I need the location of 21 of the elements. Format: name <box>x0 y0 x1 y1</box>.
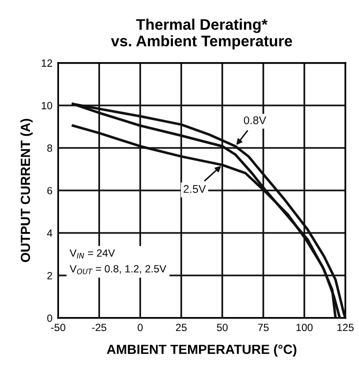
x-tick-label: -50 <box>51 324 66 332</box>
text: 0.8V <box>244 116 266 124</box>
x-axis-title: AMBIENT TEMPERATURE (°C) <box>106 344 296 357</box>
x-tick-label: 100 <box>296 324 313 332</box>
x-tick-label: -25 <box>92 324 106 332</box>
y-tick-label: 4 <box>47 230 52 237</box>
y-tick-label: 0 <box>47 314 52 322</box>
x-tick-label: 25 <box>176 324 187 332</box>
y-axis-title: OUTPUT CURRENT (A) <box>20 118 33 262</box>
y-tick-label: 10 <box>42 102 52 110</box>
x-tick-label: 0 <box>138 324 143 332</box>
x-tick-label: 50 <box>216 324 228 332</box>
legend-label: 2.5V <box>184 185 206 193</box>
y-tick-label: 6 <box>47 186 52 194</box>
y-tick-label: 8 <box>47 144 52 152</box>
chart-title: Thermal Derating* vs. Ambient Temperature <box>110 18 292 50</box>
text: V$_{IN}$ = 24V V$_{OUT}$ = 0.8, 1.2, 2.5V <box>70 249 166 274</box>
x-tick-label: 75 <box>258 324 269 332</box>
x-tick-label: 125 <box>337 324 354 332</box>
y-tick-label: 2 <box>47 272 52 280</box>
y-tick-label: 12 <box>42 59 52 67</box>
